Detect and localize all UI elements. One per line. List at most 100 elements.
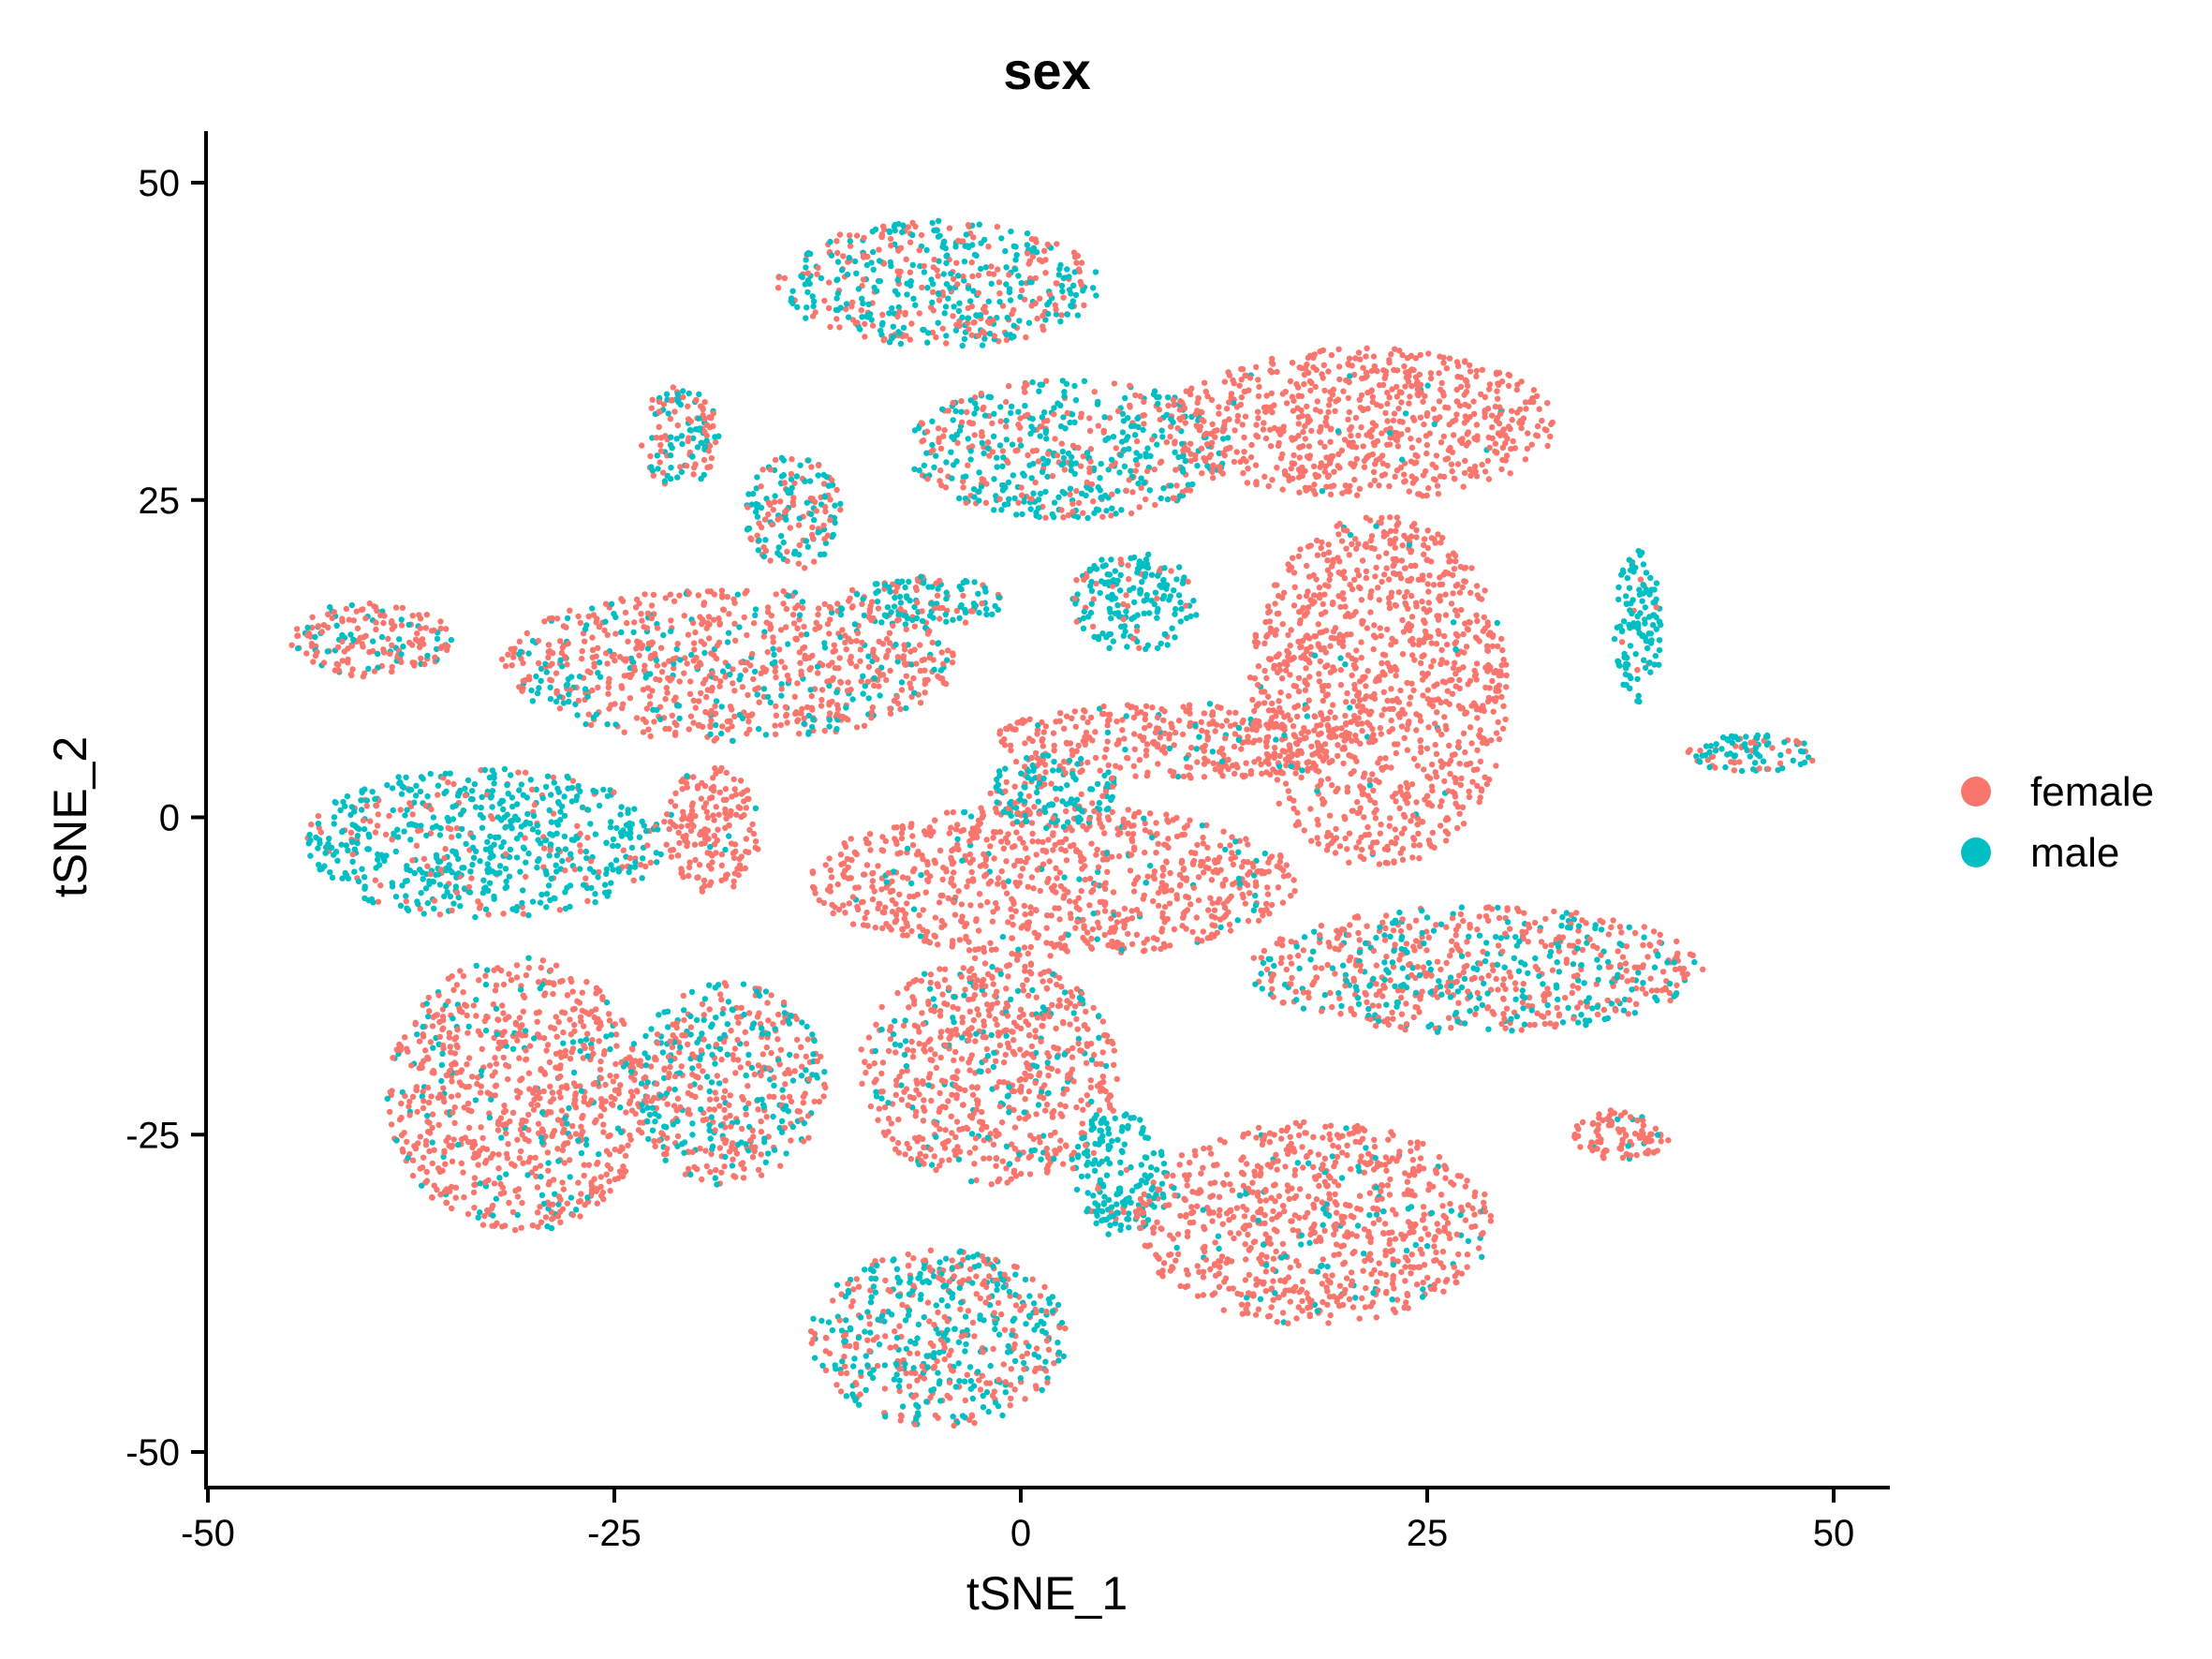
point	[1115, 740, 1122, 747]
point	[1430, 476, 1438, 482]
point	[834, 249, 841, 257]
point	[1204, 393, 1211, 400]
point	[1410, 687, 1417, 694]
point	[1440, 360, 1447, 366]
point	[781, 480, 788, 486]
point	[868, 259, 875, 266]
point	[1235, 736, 1243, 744]
point	[1422, 796, 1428, 803]
point	[970, 234, 977, 241]
point	[1779, 765, 1786, 772]
point	[1446, 742, 1453, 749]
point	[1337, 603, 1344, 611]
point	[691, 646, 698, 653]
point	[1163, 438, 1171, 446]
point	[693, 654, 700, 661]
point	[1164, 496, 1172, 503]
point	[958, 585, 965, 593]
point	[1399, 542, 1406, 549]
point	[865, 695, 872, 702]
point	[1342, 712, 1349, 719]
point	[1462, 710, 1468, 718]
point	[1075, 499, 1083, 507]
point	[1503, 684, 1510, 690]
point	[1028, 423, 1035, 430]
point	[1297, 616, 1304, 624]
point	[1326, 733, 1333, 740]
point	[602, 618, 609, 625]
point	[1429, 829, 1437, 837]
point	[1363, 353, 1369, 360]
point	[1039, 423, 1045, 430]
point	[784, 719, 790, 726]
point	[1384, 418, 1391, 424]
point	[796, 731, 803, 737]
point	[1129, 489, 1136, 496]
point	[949, 475, 955, 481]
point	[1338, 538, 1346, 544]
point	[1467, 466, 1473, 473]
point	[634, 638, 641, 644]
point	[1044, 302, 1051, 308]
point	[1363, 454, 1370, 462]
point	[331, 814, 338, 821]
point	[1321, 443, 1328, 451]
point	[942, 484, 950, 491]
point	[1290, 723, 1297, 730]
point	[853, 724, 861, 731]
point	[826, 279, 833, 286]
point	[1080, 715, 1086, 721]
point	[1355, 432, 1362, 439]
point	[919, 284, 925, 291]
point	[1069, 298, 1077, 304]
point	[1367, 594, 1374, 600]
point	[881, 582, 889, 588]
point	[1467, 472, 1474, 479]
point	[566, 691, 572, 698]
point	[1114, 602, 1121, 609]
point	[679, 440, 686, 448]
point	[1376, 482, 1382, 489]
point	[1458, 606, 1465, 614]
point	[1367, 481, 1374, 488]
point	[1087, 446, 1095, 452]
point	[584, 693, 591, 700]
point	[1044, 241, 1052, 248]
point	[960, 273, 966, 280]
point	[719, 668, 727, 674]
point	[1304, 403, 1310, 410]
point	[1002, 484, 1009, 491]
point	[1146, 722, 1153, 729]
point	[755, 501, 761, 509]
point	[516, 638, 524, 644]
point	[1261, 640, 1268, 646]
point	[1196, 427, 1203, 434]
point	[1414, 452, 1421, 460]
point	[897, 705, 904, 713]
point	[1430, 658, 1437, 664]
point	[1332, 625, 1339, 631]
point	[1059, 448, 1067, 455]
point	[963, 473, 969, 480]
point	[1043, 436, 1050, 442]
point	[1128, 555, 1134, 561]
point	[1647, 669, 1654, 675]
point	[780, 600, 787, 607]
point	[1009, 334, 1015, 341]
point	[795, 522, 803, 528]
point	[1239, 719, 1246, 726]
point	[1364, 625, 1371, 631]
point	[294, 632, 301, 639]
point	[929, 329, 936, 336]
point	[968, 332, 975, 338]
point	[1492, 403, 1498, 410]
point	[1276, 698, 1282, 704]
point	[756, 537, 762, 544]
point	[1034, 315, 1040, 322]
point	[524, 630, 530, 637]
point	[1356, 396, 1364, 403]
point	[1110, 638, 1117, 644]
point	[1160, 744, 1168, 750]
point	[837, 713, 844, 719]
point	[1091, 389, 1099, 395]
